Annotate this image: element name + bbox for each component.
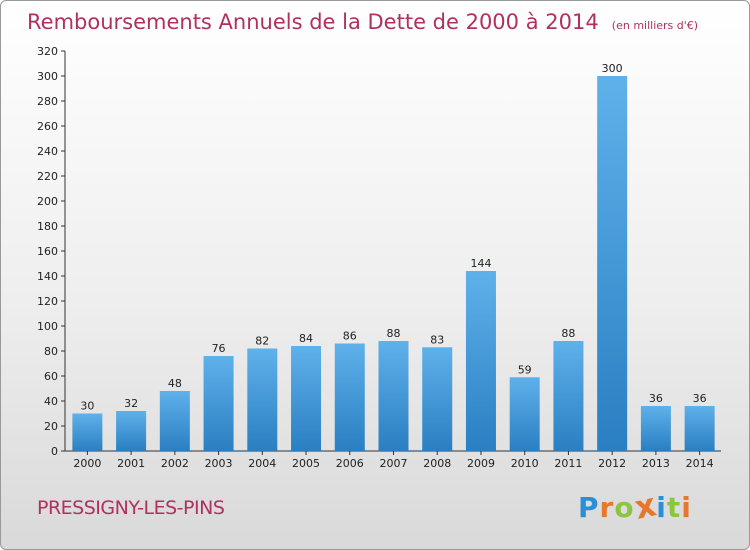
bar-label-2001: 32 [124,397,138,410]
bar-2006 [334,343,365,451]
y-tick-label: 220 [37,170,58,183]
logo-letter: r [599,491,615,524]
x-tick-label-2004: 2004 [248,457,276,470]
bar-2010 [509,377,540,451]
bar-2011 [553,341,584,451]
x-tick-label-2009: 2009 [467,457,495,470]
x-tick-label-2002: 2002 [161,457,189,470]
bars: 30 32 48 76 82 84 86 88 83 144 59 88 300 36 36 [72,62,715,451]
bar-2002 [159,391,190,451]
bar-label-2009: 144 [470,257,491,270]
logo-letter: i [656,491,667,524]
bar-label-2010: 59 [518,363,532,376]
y-tick-label: 100 [37,320,58,333]
commune-name: PRESSIGNY-LES-PINS [37,497,225,519]
axes: 0 20 40 60 80 100 120 140 160 180 200 220 240 260 280 3… [37,45,721,470]
bar-label-2013: 36 [649,392,663,405]
logo-letter: i [681,491,692,524]
y-tick-label: 120 [37,295,58,308]
x-tick-label-2012: 2012 [598,457,626,470]
bar-2005 [291,346,322,451]
bar-2001 [116,411,147,451]
x-tick-label-2008: 2008 [423,457,451,470]
logo-letter: o [614,491,635,524]
bar-label-2007: 88 [387,327,401,340]
x-tick-label-2005: 2005 [292,457,320,470]
y-tick-label: 240 [37,145,58,158]
y-tick-label: 300 [37,70,58,83]
bar-label-2000: 30 [80,400,94,413]
x-tick-label-2003: 2003 [205,457,233,470]
x-tick-label-2014: 2014 [686,457,714,470]
bar-label-2006: 86 [343,330,357,343]
bar-label-2005: 84 [299,332,313,345]
y-tick-label: 320 [37,45,58,58]
y-tick-label: 200 [37,195,58,208]
x-tick-label-2011: 2011 [554,457,582,470]
logo-letter: t [666,491,682,524]
bar-label-2012: 300 [602,62,623,75]
x-tick-label-2007: 2007 [380,457,408,470]
bar-2000 [72,413,103,451]
title-row: Remboursements Annuels de la Dette de 20… [27,10,698,34]
bar-2007 [378,341,409,451]
x-tick-label-2000: 2000 [73,457,101,470]
bar-label-2014: 36 [693,392,707,405]
y-tick-label: 80 [44,345,58,358]
y-tick-label: 280 [37,95,58,108]
bar-label-2008: 83 [430,333,444,346]
x-tick-label-2010: 2010 [511,457,539,470]
y-tick-label: 60 [44,370,58,383]
x-tick-label-2001: 2001 [117,457,145,470]
y-tick-label: 140 [37,270,58,283]
y-tick-label: 40 [44,395,58,408]
logo-letter: P [578,491,600,524]
y-tick-label: 260 [37,120,58,133]
bar-2003 [203,356,234,451]
chart-unit: (en milliers d'€) [611,19,699,32]
y-tick-label: 180 [37,220,58,233]
chart-title: Remboursements Annuels de la Dette de 20… [27,10,599,34]
proxiti-logo: Proxiti [578,485,692,527]
bar-label-2011: 88 [561,327,575,340]
y-tick-label: 0 [51,445,58,458]
y-tick-label: 20 [44,420,58,433]
bar-label-2004: 82 [255,335,269,348]
bar-2014 [684,406,715,451]
x-tick-label-2006: 2006 [336,457,364,470]
x-tick-label-2013: 2013 [642,457,670,470]
bar-2004 [247,348,278,451]
bar-2012 [597,76,628,451]
bar-2013 [640,406,671,451]
bar-2009 [465,271,496,451]
bar-2008 [422,347,453,451]
y-tick-label: 160 [37,245,58,258]
bar-label-2003: 76 [212,342,226,355]
bar-label-2002: 48 [168,377,182,390]
